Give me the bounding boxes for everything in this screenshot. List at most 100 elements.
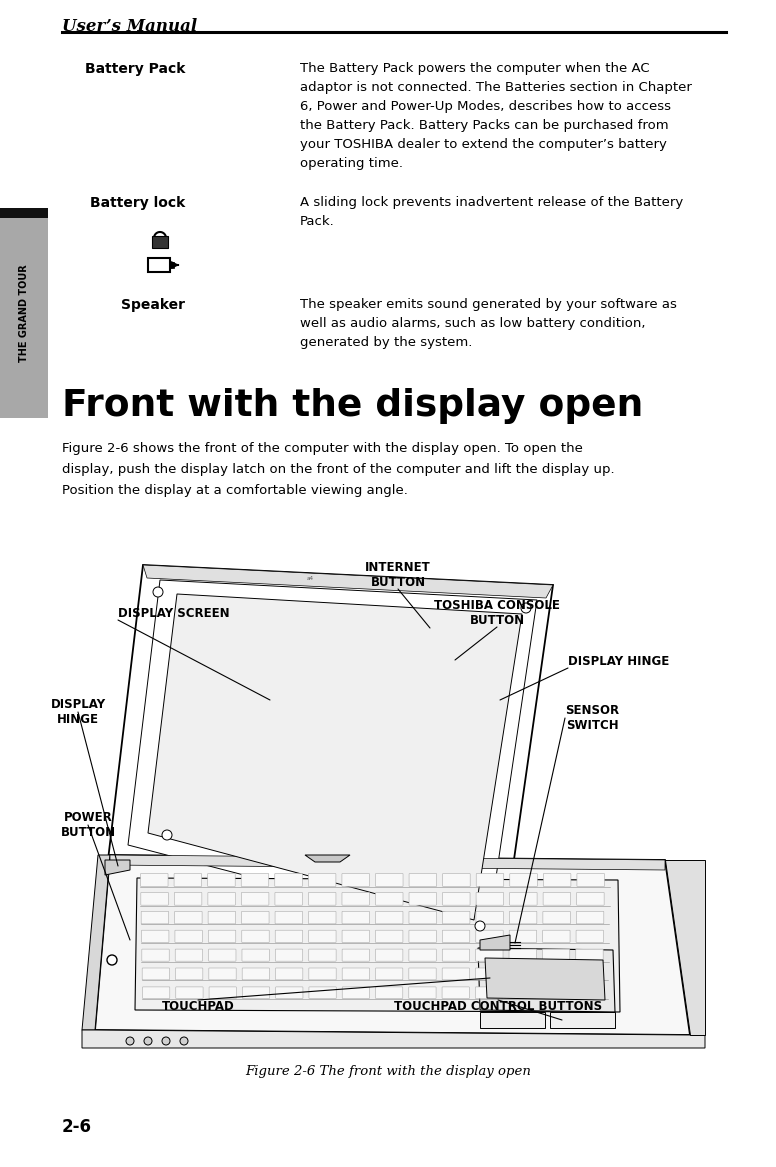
FancyBboxPatch shape: [309, 930, 336, 943]
FancyBboxPatch shape: [152, 236, 168, 249]
FancyBboxPatch shape: [208, 911, 236, 924]
FancyBboxPatch shape: [342, 893, 369, 906]
FancyBboxPatch shape: [476, 949, 503, 962]
FancyBboxPatch shape: [508, 987, 536, 999]
Text: DISPLAY SCREEN: DISPLAY SCREEN: [118, 607, 230, 620]
FancyBboxPatch shape: [143, 987, 170, 999]
Polygon shape: [135, 878, 620, 1012]
Polygon shape: [110, 855, 665, 871]
FancyBboxPatch shape: [409, 949, 436, 962]
FancyBboxPatch shape: [241, 893, 269, 906]
FancyBboxPatch shape: [170, 263, 174, 268]
FancyBboxPatch shape: [509, 930, 537, 943]
FancyBboxPatch shape: [309, 967, 336, 980]
Text: operating time.: operating time.: [300, 158, 403, 170]
FancyBboxPatch shape: [275, 967, 303, 980]
FancyBboxPatch shape: [142, 967, 169, 980]
Text: the Battery Pack. Battery Packs can be purchased from: the Battery Pack. Battery Packs can be p…: [300, 119, 669, 132]
FancyBboxPatch shape: [509, 911, 537, 924]
Polygon shape: [105, 860, 130, 875]
FancyBboxPatch shape: [275, 874, 303, 887]
FancyBboxPatch shape: [476, 987, 503, 999]
FancyBboxPatch shape: [542, 949, 570, 962]
Circle shape: [153, 587, 163, 598]
Text: 6, Power and Power-Up Modes, describes how to access: 6, Power and Power-Up Modes, describes h…: [300, 100, 671, 113]
FancyBboxPatch shape: [208, 874, 235, 887]
FancyBboxPatch shape: [576, 949, 603, 962]
FancyBboxPatch shape: [476, 874, 504, 887]
FancyBboxPatch shape: [409, 967, 436, 980]
FancyBboxPatch shape: [148, 258, 170, 272]
FancyBboxPatch shape: [510, 874, 537, 887]
FancyBboxPatch shape: [376, 911, 403, 924]
FancyBboxPatch shape: [0, 208, 48, 218]
FancyBboxPatch shape: [576, 967, 603, 980]
FancyBboxPatch shape: [542, 930, 570, 943]
FancyBboxPatch shape: [141, 911, 168, 924]
FancyBboxPatch shape: [308, 874, 336, 887]
FancyBboxPatch shape: [442, 930, 469, 943]
Text: Battery lock: Battery lock: [90, 196, 185, 210]
FancyBboxPatch shape: [175, 949, 203, 962]
FancyBboxPatch shape: [342, 967, 369, 980]
FancyBboxPatch shape: [442, 967, 469, 980]
FancyBboxPatch shape: [175, 893, 202, 906]
Text: INTERNET
BUTTON: INTERNET BUTTON: [365, 561, 431, 589]
Circle shape: [180, 1037, 188, 1044]
FancyBboxPatch shape: [309, 949, 336, 962]
FancyBboxPatch shape: [376, 987, 403, 999]
Text: a4: a4: [307, 575, 314, 580]
Circle shape: [107, 955, 117, 965]
Polygon shape: [108, 565, 553, 958]
FancyBboxPatch shape: [241, 874, 268, 887]
Text: 2-6: 2-6: [62, 1118, 92, 1135]
Circle shape: [126, 1037, 134, 1044]
FancyBboxPatch shape: [409, 874, 437, 887]
Polygon shape: [485, 958, 605, 1000]
FancyBboxPatch shape: [242, 967, 269, 980]
Polygon shape: [82, 1030, 705, 1048]
FancyBboxPatch shape: [308, 893, 336, 906]
FancyBboxPatch shape: [509, 967, 536, 980]
Text: display, push the display latch on the front of the computer and lift the displa: display, push the display latch on the f…: [62, 463, 615, 476]
FancyBboxPatch shape: [542, 967, 570, 980]
Polygon shape: [480, 935, 510, 950]
FancyBboxPatch shape: [442, 911, 470, 924]
FancyBboxPatch shape: [376, 949, 403, 962]
FancyBboxPatch shape: [142, 949, 169, 962]
Text: TOSHIBA CONSOLE
BUTTON: TOSHIBA CONSOLE BUTTON: [434, 599, 560, 627]
FancyBboxPatch shape: [209, 967, 236, 980]
FancyBboxPatch shape: [242, 949, 269, 962]
FancyBboxPatch shape: [241, 911, 269, 924]
Text: Front with the display open: Front with the display open: [62, 387, 643, 424]
FancyBboxPatch shape: [140, 893, 168, 906]
FancyBboxPatch shape: [140, 874, 168, 887]
FancyBboxPatch shape: [577, 874, 605, 887]
FancyBboxPatch shape: [342, 987, 369, 999]
Circle shape: [475, 921, 485, 931]
FancyBboxPatch shape: [376, 893, 403, 906]
FancyBboxPatch shape: [275, 893, 303, 906]
Text: TOUCHPAD CONTROL BUTTONS: TOUCHPAD CONTROL BUTTONS: [394, 1000, 602, 1013]
FancyBboxPatch shape: [176, 987, 203, 999]
FancyBboxPatch shape: [175, 930, 203, 943]
FancyBboxPatch shape: [174, 874, 202, 887]
FancyBboxPatch shape: [175, 911, 202, 924]
FancyBboxPatch shape: [442, 987, 469, 999]
FancyBboxPatch shape: [376, 874, 403, 887]
FancyBboxPatch shape: [476, 911, 504, 924]
Text: THE GRAND TOUR: THE GRAND TOUR: [19, 264, 29, 362]
FancyBboxPatch shape: [342, 949, 369, 962]
FancyBboxPatch shape: [275, 911, 303, 924]
FancyBboxPatch shape: [476, 967, 503, 980]
Text: A sliding lock prevents inadvertent release of the Battery: A sliding lock prevents inadvertent rele…: [300, 196, 683, 209]
FancyBboxPatch shape: [309, 987, 336, 999]
FancyBboxPatch shape: [543, 874, 571, 887]
FancyBboxPatch shape: [509, 949, 536, 962]
Text: Speaker: Speaker: [121, 298, 185, 312]
Text: Figure 2-6 shows the front of the computer with the display open. To open the: Figure 2-6 shows the front of the comput…: [62, 442, 583, 455]
Polygon shape: [143, 565, 553, 598]
FancyBboxPatch shape: [242, 930, 269, 943]
FancyBboxPatch shape: [409, 911, 436, 924]
Text: well as audio alarms, such as low battery condition,: well as audio alarms, such as low batter…: [300, 317, 646, 330]
